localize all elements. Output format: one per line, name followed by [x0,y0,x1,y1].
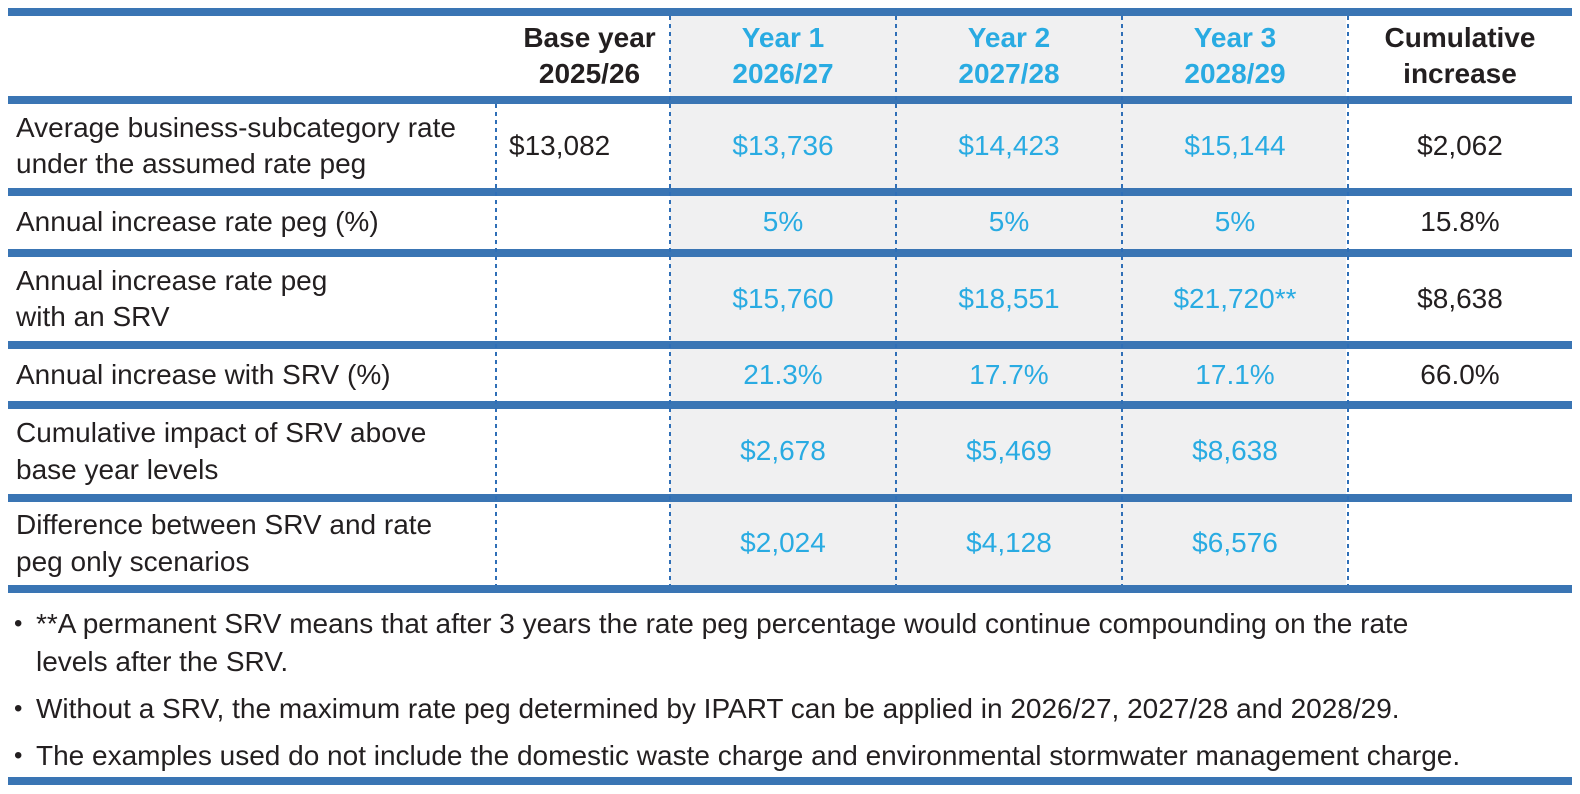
table-header-row: Base year 2025/26 Year 1 2026/27 Year 2 … [8,8,1572,104]
year2-value: 17.7% [969,358,1049,390]
year2-value: $18,551 [958,282,1060,314]
header-year-2: Year 2 2027/28 [958,21,1060,89]
row-label: Annual increase rate peg (%) [16,206,379,238]
cumulative-value: $8,638 [1417,282,1503,314]
cumulative-value [1348,502,1572,585]
year3-value: $6,576 [1192,527,1278,559]
base-year-value [497,257,670,341]
year1-value: $15,760 [732,282,834,314]
base-year-value: $13,082 [509,129,611,161]
year1-value: $2,678 [740,435,826,467]
row-label: Annual increase rate peg with an SRV [16,264,328,332]
year3-value: 17.1% [1195,358,1275,390]
footnote-text: The examples used do not include the dom… [36,740,1461,771]
header-cumulative-increase: Cumulative increase [1384,21,1536,89]
table-row-cumulative-impact: Cumulative impact of SRV above base year… [8,409,1572,502]
column-divider-base-year [495,104,497,585]
table-row-annual-increase-with-srv: Annual increase with SRV (%) 21.3% 17.7%… [8,349,1572,409]
header-base-year: Base year 2025/26 [523,21,656,89]
year2-value: $4,128 [966,527,1052,559]
year2-value: $5,469 [966,435,1052,467]
column-divider-year-1 [669,16,671,585]
table-row-difference-srv-vs-rate-peg: Difference between SRV and rate peg only… [8,502,1572,593]
column-divider-cumulative [1347,16,1349,585]
footnote-permanent-srv: • **A permanent SRV means that after 3 y… [14,605,1562,681]
cumulative-value: $2,062 [1417,129,1503,161]
row-label: Difference between SRV and rate peg only… [16,509,433,577]
cumulative-value: 15.8% [1420,206,1500,238]
year3-value: $15,144 [1184,129,1286,161]
header-year-3: Year 3 2028/29 [1184,21,1286,89]
bullet-icon: • [14,695,23,722]
srv-rates-table: Base year 2025/26 Year 1 2026/27 Year 2 … [8,8,1572,593]
table-footnotes: • **A permanent SRV means that after 3 y… [8,593,1572,784]
cumulative-value [1348,409,1572,494]
year-columns-highlight [670,16,1346,585]
table-row-average-rate: Average business-subcategory rate under … [8,104,1572,196]
header-empty-cell [8,16,497,96]
year1-value: $13,736 [732,129,834,161]
year2-value: 5% [988,206,1030,238]
year1-value: 21.3% [743,358,823,390]
year1-value: 5% [762,206,804,238]
footnote-examples-exclusions: • The examples used do not include the d… [14,737,1562,775]
year2-value: $14,423 [958,129,1060,161]
bullet-icon: • [14,610,23,637]
base-year-value [497,502,670,585]
footnote-text: **A permanent SRV means that after 3 yea… [36,608,1409,677]
row-label: Annual increase with SRV (%) [16,358,391,390]
header-year-1: Year 1 2026/27 [732,21,834,89]
cumulative-value: 66.0% [1420,358,1500,390]
column-divider-year-2 [895,16,897,585]
base-year-value [497,349,670,401]
year3-value: $8,638 [1192,435,1278,467]
table-row-annual-increase-rate-peg: Annual increase rate peg (%) 5% 5% 5% 15… [8,196,1572,257]
table-row-rate-peg-with-srv: Annual increase rate peg with an SRV $15… [8,257,1572,349]
year3-value: 5% [1214,206,1256,238]
base-year-value [497,409,670,494]
column-divider-year-3 [1121,16,1123,585]
footnote-text: Without a SRV, the maximum rate peg dete… [36,693,1400,724]
year1-value: $2,024 [740,527,826,559]
year3-value: $21,720** [1173,282,1297,314]
footnote-without-srv: • Without a SRV, the maximum rate peg de… [14,690,1562,728]
row-label: Average business-subcategory rate under … [16,111,456,179]
bottom-rule [8,777,1572,785]
bullet-icon: • [14,742,23,769]
base-year-value [497,196,670,249]
row-label: Cumulative impact of SRV above base year… [16,417,427,485]
